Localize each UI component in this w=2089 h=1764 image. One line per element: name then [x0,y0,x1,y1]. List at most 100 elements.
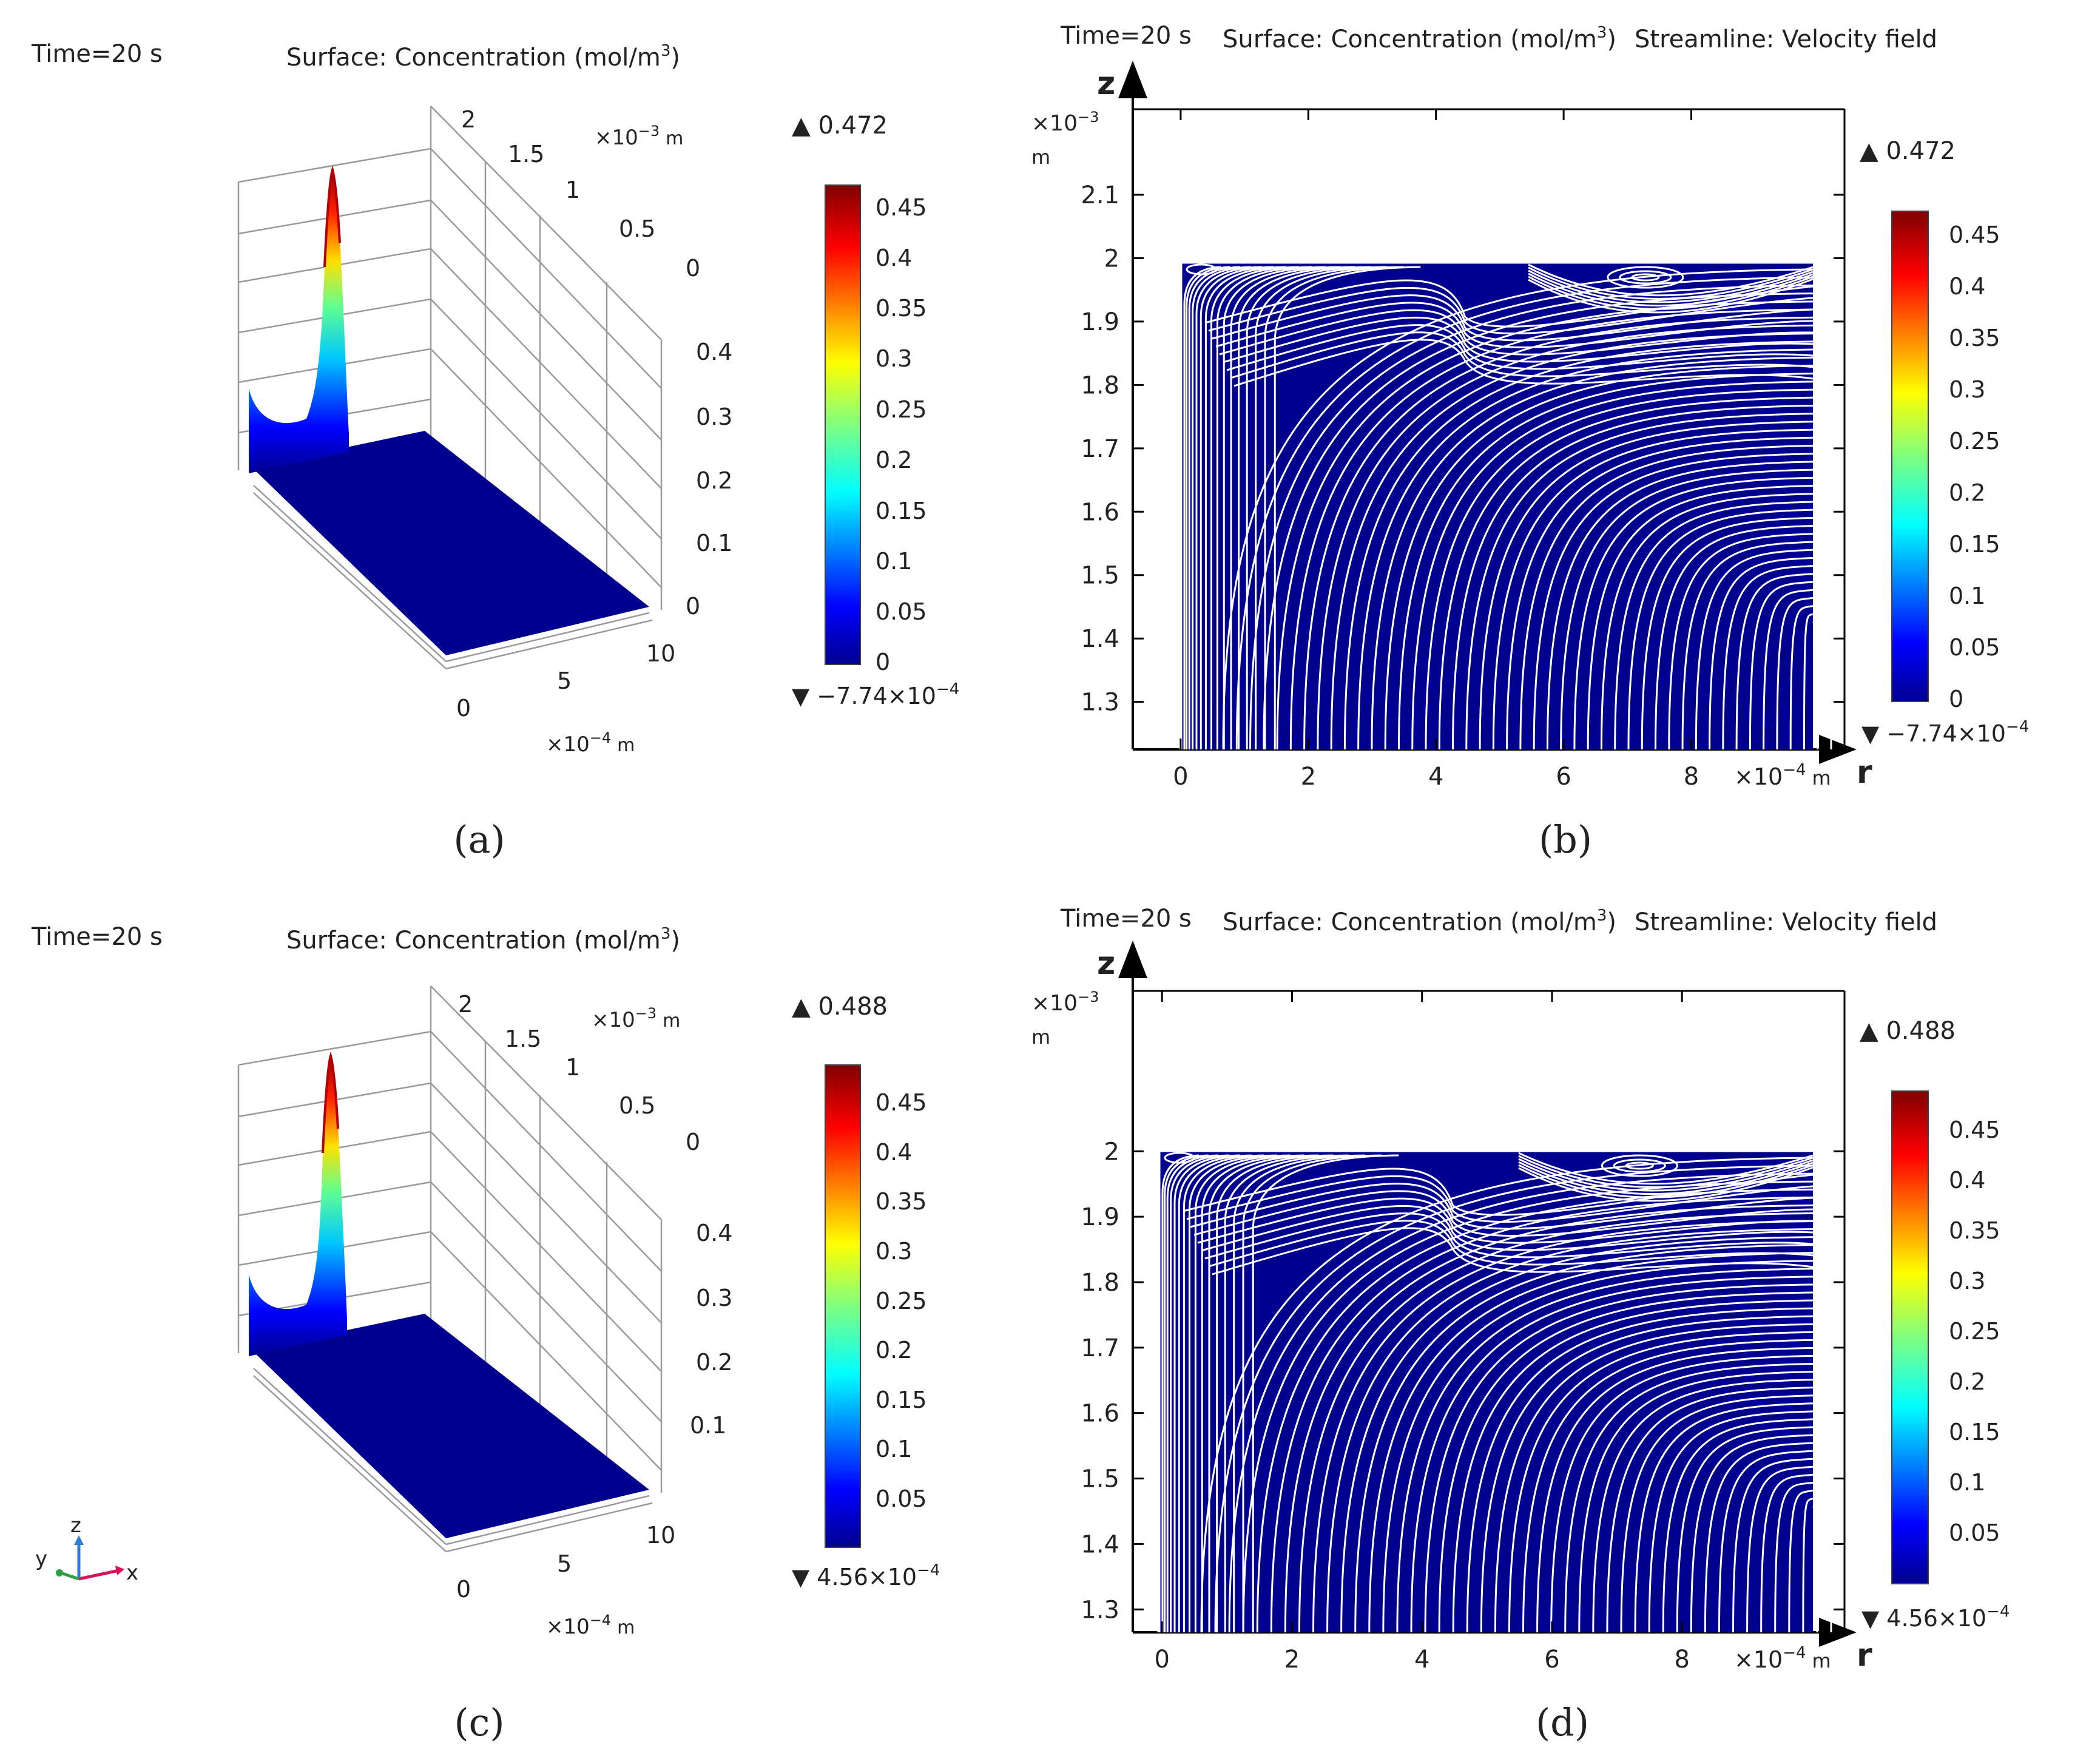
tick-label: 0.4 [1949,273,1985,300]
time-label: Time=20 s [1060,22,1192,50]
y-axis-ticks: 2.1 2 1.9 1.8 1.7 1.6 1.5 1.4 1.3 [1081,181,1844,717]
axis-unit: m [1031,1026,1050,1049]
tick-label: 1.5 [1081,562,1119,590]
colorbar-max-label: ▲ 0.472 [792,112,888,140]
streamline-path [1641,516,1814,750]
tick-label: 0.05 [1949,1519,2000,1546]
x-axis-ticks: 0 2 4 6 8 [1173,109,1699,791]
streamline-path [1208,286,1814,334]
triad-label: z [70,1513,81,1538]
tick-label: 0 [1154,1646,1169,1674]
colorbar-gradient [825,184,861,665]
streamline-path [1479,421,1814,750]
streamline-path [1255,266,1387,749]
tick-label: 0.3 [876,1238,912,1265]
streamline-path [1230,266,1341,749]
tick-label: 0.45 [876,194,927,221]
tick-label: 10 [646,640,675,667]
streamline-path [1214,1164,1814,1633]
tick-label: 0.05 [1949,634,2000,661]
panel-b: Time=20 s Surface: Concentration (mol/m3… [1031,22,2029,862]
streamline-path [1452,1299,1814,1633]
streamline-path [1606,1387,1814,1633]
streamline-path [1396,1268,1814,1633]
streamline-path [1690,1434,1814,1633]
streamline-path [1600,493,1814,750]
panel-caption: (c) [454,1700,504,1745]
eddy [1607,266,1684,289]
streamline-path [1216,266,1312,749]
streamline-path [1528,272,1814,307]
streamline-path [1587,485,1814,750]
r-axis-label: r [1857,754,1872,791]
streamline-path [1722,565,1814,750]
tick-label: 8 [1684,763,1699,791]
r-axis-label: r [1857,1637,1872,1674]
streamline-path [1382,1260,1814,1633]
colorbar-gradient [825,1064,861,1548]
streamline-path [1186,266,1230,749]
streamline-path [1212,294,1814,342]
eddy [1631,273,1660,282]
streamline-path [1195,266,1263,749]
streamline-path [1578,1371,1814,1633]
colorbar: ▲ 0.488 0.45 0.4 0.35 0.3 0.25 0.2 0.15 … [792,993,940,1590]
streamline-path [1246,266,1371,749]
streamline-path [1193,1190,1814,1237]
streamline-path [1735,573,1814,750]
streamline-path [1410,1276,1814,1633]
streamline-path [1210,266,1299,749]
tick-label: 0.15 [876,1387,927,1413]
streamline-path [1212,1227,1814,1276]
triad-z-arrow-icon [74,1535,84,1545]
plot-title: Surface: Concentration (mol/m3) Streamlin… [1223,24,1937,53]
tick-label: 0.45 [876,1089,927,1116]
tick-label: 8 [1674,1646,1689,1674]
tick-label: 1.4 [1081,625,1119,653]
surface-edge-highlight [322,1051,339,1154]
colorbar-tick-labels: 0.45 0.4 0.35 0.3 0.25 0.2 0.15 0.1 0.05… [1949,221,2000,712]
streamline-path [1546,461,1814,750]
streamline-path [1518,1158,1814,1192]
streamline-path [1776,596,1814,750]
x-axis-ticks: 0 5 10 [456,1522,675,1603]
streamline-path [1528,269,1814,303]
colorbar-tick-labels: 0.45 0.4 0.35 0.3 0.25 0.2 0.15 0.1 0.05… [876,194,927,675]
streamline-path [1208,1154,1319,1632]
tick-label: 0.25 [1949,428,2000,455]
colorbar-max-label: ▲ 0.488 [792,993,888,1021]
time-label: Time=20 s [31,40,163,68]
tick-label: 0.3 [1949,376,1985,403]
3d-grid [237,106,663,670]
streamline-path [1197,1197,1814,1244]
streamline-path [1424,1283,1814,1633]
tick-label: 2 [1284,1646,1300,1674]
streamline-path [1230,331,1814,379]
concentration-field [1159,1151,1813,1632]
streamline-path [1519,445,1814,750]
tick-label: 0.4 [696,1220,732,1246]
eddy [1619,270,1672,285]
tick-label: 0.4 [696,339,732,365]
tick-label: 0.05 [876,598,927,625]
tick-label: 0.2 [1949,1368,1985,1395]
streamline-path [1627,509,1814,750]
tick-label: 0 [456,1576,471,1603]
tick-label: 0.3 [1949,1268,1985,1294]
streamline-path [1186,1175,1814,1223]
streamline-path [1264,266,1404,749]
streamline-path [1676,1426,1814,1633]
panel-c: Time=20 s Surface: Concentration (mol/m3… [31,923,940,1745]
tick-label: 10 [646,1522,675,1549]
streamline-path [1812,629,1832,750]
tick-label: 0.1 [876,1436,912,1462]
tick-label: 0.15 [876,498,927,524]
colorbar-min-label: ▼ 4.56×10−4 [1861,1603,2010,1632]
tick-label: 0.45 [1949,221,2000,248]
streamline-path [1411,380,1814,750]
streamline-path [1233,1154,1365,1632]
colorbar: ▲ 0.472 0.45 0.4 0.35 0.3 0.25 0.2 0.15 … [1860,137,2029,747]
tick-label: 0.15 [1949,531,2000,558]
tick-label: 0.1 [876,548,912,575]
streamline-path [1648,1410,1814,1633]
